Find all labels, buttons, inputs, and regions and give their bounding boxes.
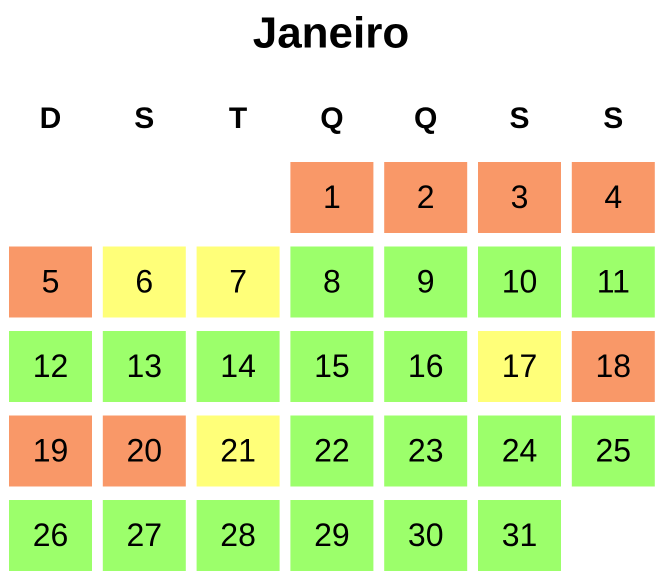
- day-cell: [9, 331, 92, 402]
- day-cell: [102, 415, 186, 487]
- day-cell: [9, 500, 92, 571]
- day-number: 19: [33, 432, 69, 468]
- day-number: 13: [127, 348, 163, 384]
- day-cell: [102, 500, 186, 571]
- day-cell: [384, 331, 468, 402]
- day-number: 21: [220, 432, 256, 468]
- weekday-label: T: [229, 102, 247, 135]
- day-number: 30: [408, 517, 444, 553]
- weekday-label: Q: [320, 102, 343, 135]
- day-number: 14: [220, 348, 256, 384]
- day-number: 22: [314, 432, 350, 468]
- day-number: 6: [135, 263, 153, 299]
- day-cell: [102, 331, 186, 402]
- day-number: 7: [229, 263, 247, 299]
- day-cell: [196, 246, 280, 318]
- day-cell: [290, 246, 374, 318]
- day-number: 10: [502, 263, 538, 299]
- day-number: 3: [511, 179, 529, 215]
- day-cell: [384, 415, 468, 487]
- day-cell: [196, 331, 280, 402]
- day-number: 8: [323, 263, 341, 299]
- weekday-label: S: [509, 102, 529, 135]
- day-cell: [290, 162, 374, 233]
- day-number: 16: [408, 348, 444, 384]
- weekday-label: D: [40, 102, 62, 135]
- day-number: 24: [502, 432, 538, 468]
- day-cell: [478, 415, 561, 487]
- day-number: 11: [597, 263, 630, 299]
- day-number: 23: [408, 432, 444, 468]
- day-number: 25: [596, 432, 632, 468]
- day-cell: [384, 246, 468, 318]
- day-number: 28: [220, 517, 256, 553]
- day-cell: [384, 500, 468, 571]
- day-number: 20: [127, 432, 163, 468]
- day-number: 4: [604, 179, 622, 215]
- day-number: 17: [502, 348, 538, 384]
- day-number: 26: [33, 517, 69, 553]
- day-number: 31: [502, 517, 538, 553]
- day-cell: [478, 246, 561, 318]
- day-number: 15: [314, 348, 350, 384]
- day-number: 9: [417, 263, 435, 299]
- weekday-label: S: [603, 102, 623, 135]
- weekday-label: S: [134, 102, 154, 135]
- day-cell: [571, 415, 655, 487]
- day-cell: [571, 246, 655, 318]
- day-cell: [290, 500, 374, 571]
- month-title: Janeiro: [253, 9, 410, 58]
- day-number: 18: [596, 348, 632, 384]
- day-cell: [9, 415, 92, 487]
- day-number: 27: [127, 517, 163, 553]
- day-cell: [384, 162, 468, 233]
- weekday-label: Q: [414, 102, 437, 135]
- day-cell: [290, 415, 374, 487]
- day-cell: [290, 331, 374, 402]
- day-number: 2: [417, 179, 435, 215]
- day-number: 1: [323, 179, 341, 215]
- day-cell: [571, 331, 655, 402]
- day-cell: [478, 331, 561, 402]
- day-number: 5: [42, 263, 60, 299]
- day-cell: [478, 162, 561, 233]
- day-number: 29: [314, 517, 350, 553]
- day-cell: [478, 500, 561, 571]
- day-number: 12: [33, 348, 69, 384]
- day-cell: [9, 246, 92, 318]
- day-cell: [196, 500, 280, 571]
- day-cell: [571, 162, 655, 233]
- day-cell: [196, 415, 280, 487]
- day-cell: [102, 246, 186, 318]
